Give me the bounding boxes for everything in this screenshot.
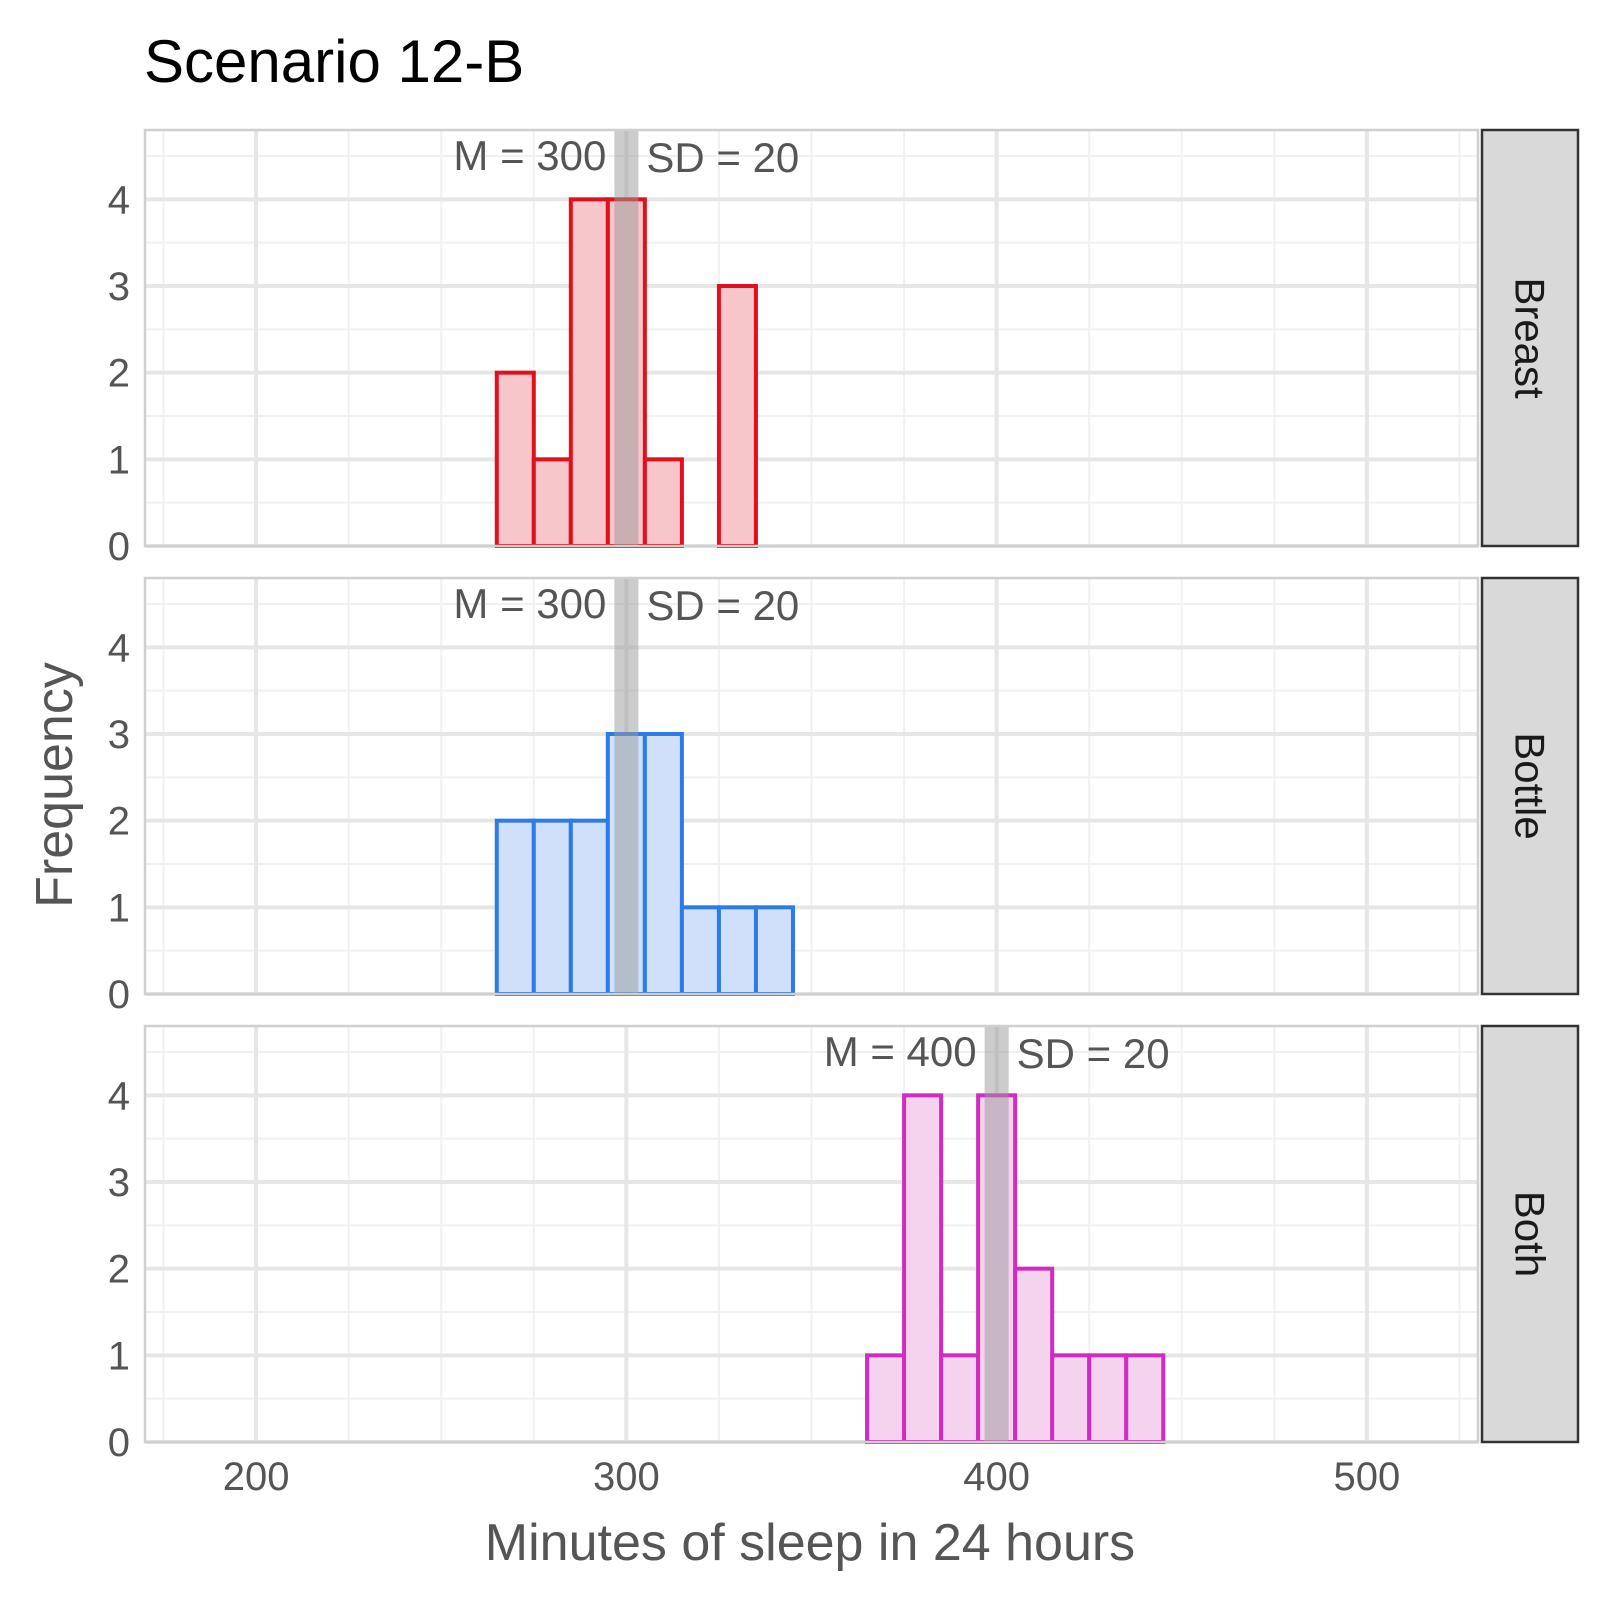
panel-border [143,576,1480,996]
sd-label: SD = 20 [1017,1030,1170,1077]
y-tick-label: 1 [108,1334,130,1378]
panel-border [143,128,1480,548]
y-tick-label: 0 [108,525,130,569]
y-tick-label: 2 [108,1248,130,1292]
chart-title: Scenario 12-B [144,28,524,95]
facet-strip [1480,576,1580,996]
y-tick-label: 3 [108,1161,130,1205]
facet-panels: M = 300 SD = 20 0 1 2 3 4 Breast M = 300 SD = 20 0… [108,128,1580,1465]
x-axis-title: Minutes of sleep in 24 hours [485,1514,1135,1572]
sd-label: SD = 20 [646,134,799,181]
x-tick-label: 300 [593,1455,660,1499]
facet-strip [1480,1024,1580,1444]
histogram-bar [568,197,610,548]
histogram-bar [1050,1353,1092,1445]
facet-strip-label: Both [1507,1191,1554,1277]
histogram-bar [865,1353,907,1445]
histogram-bar [902,1093,944,1445]
histogram-bar [716,905,758,996]
x-tick-label: 400 [963,1455,1030,1499]
histogram-bar [531,457,573,549]
histogram-bar [494,818,536,997]
histogram-bar [642,732,684,996]
mean-label: M = 300 [453,580,606,627]
facet-strip [1480,128,1580,548]
y-tick-label: 3 [108,265,130,309]
y-tick-label: 3 [108,713,130,757]
histogram-bar [939,1353,981,1445]
x-tick-label: 200 [223,1455,290,1499]
y-tick-label: 4 [108,1074,130,1118]
histogram-bar [642,457,684,549]
panel-border [143,1024,1480,1444]
mean-label: M = 300 [453,132,606,179]
histogram-bar [679,905,721,996]
facet-panel-bottle: M = 300 SD = 20 0 1 2 3 4 Bottle [108,576,1580,1017]
histogram-bar [568,818,610,997]
histogram-bar [1013,1266,1055,1444]
sd-label: SD = 20 [646,582,799,629]
y-axis-title: Frequency [26,662,84,908]
histogram-bar [1124,1353,1166,1445]
x-axis-ticks: 200 300 400 500 [223,1455,1401,1499]
y-tick-label: 1 [108,886,130,930]
histogram-bar [531,818,573,997]
y-tick-label: 4 [108,178,130,222]
histogram-bar [716,284,758,548]
y-tick-label: 4 [108,626,130,670]
y-tick-label: 0 [108,973,130,1017]
histogram-bar [1087,1353,1129,1445]
y-tick-label: 0 [108,1421,130,1465]
y-tick-label: 2 [108,352,130,396]
x-tick-label: 500 [1334,1455,1401,1499]
facet-strip-label: Bottle [1507,732,1554,839]
histogram-bar [753,905,795,996]
facet-strip-label: Breast [1507,277,1554,399]
y-tick-label: 2 [108,800,130,844]
mean-label: M = 400 [824,1028,977,1075]
facet-panel-both: M = 400 SD = 20 0 1 2 3 4 Both [108,1024,1580,1465]
histogram-bar [494,370,536,548]
facet-panel-breast: M = 300 SD = 20 0 1 2 3 4 Breast [108,128,1580,569]
y-tick-label: 1 [108,438,130,482]
